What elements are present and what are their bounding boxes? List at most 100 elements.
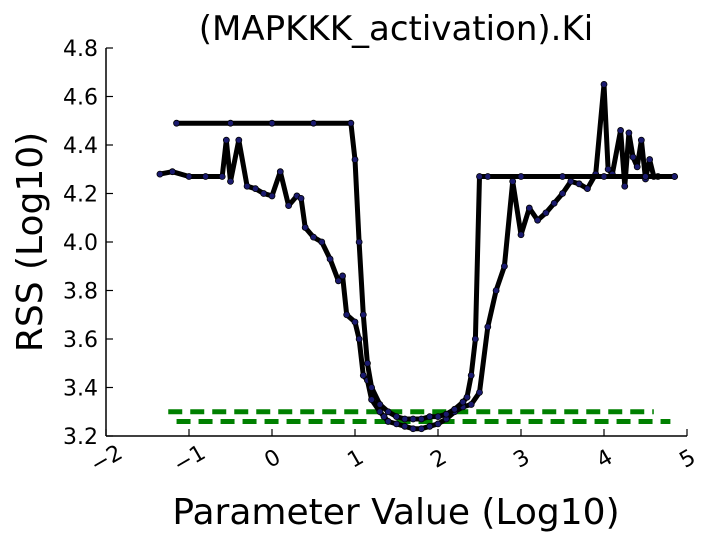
data-point (268, 192, 276, 200)
data-point (434, 413, 442, 421)
data-point (351, 156, 359, 163)
data-point (343, 311, 351, 319)
data-point (492, 287, 500, 294)
data-point (368, 396, 376, 404)
data-point (600, 173, 608, 180)
data-point (442, 410, 450, 418)
data-point (484, 173, 492, 180)
data-point (218, 173, 226, 180)
data-point (417, 415, 425, 423)
x-tick-label: 4 (592, 445, 617, 474)
y-tick-label: 4.2 (63, 183, 98, 208)
data-point (368, 384, 376, 391)
x-tick-label: 0 (260, 445, 285, 474)
data-point (268, 119, 276, 127)
data-point (355, 335, 363, 343)
data-point (359, 371, 367, 379)
data-point (185, 173, 193, 180)
data-point (351, 318, 359, 326)
data-point (347, 119, 355, 127)
data-point (467, 401, 475, 408)
y-tick-label: 3.6 (63, 328, 98, 353)
data-point (276, 168, 284, 176)
y-tick-label: 4.8 (63, 37, 98, 62)
data-point (334, 277, 342, 285)
y-tick-label: 4.4 (63, 134, 98, 159)
data-point (542, 209, 550, 217)
data-point (500, 262, 508, 270)
series-line-2 (174, 120, 677, 422)
data-point (227, 177, 234, 185)
x-axis-label: Parameter Value (Log10) (172, 492, 619, 533)
data-point (260, 190, 268, 197)
data-point (559, 190, 566, 197)
data-point (617, 127, 624, 134)
data-point (401, 422, 409, 430)
data-point (409, 425, 417, 433)
y-tick-label: 3.2 (63, 425, 98, 450)
data-point (426, 422, 434, 430)
data-point (463, 393, 471, 401)
data-point (567, 177, 575, 185)
data-point (476, 173, 483, 180)
x-tick-label: 3 (509, 445, 534, 474)
data-point (251, 185, 259, 193)
data-point (355, 238, 363, 246)
data-point (301, 224, 309, 231)
data-point (318, 238, 326, 246)
data-point (384, 418, 392, 425)
data-point (235, 136, 243, 144)
data-point (401, 415, 409, 423)
data-point (637, 136, 645, 144)
data-point (633, 163, 641, 171)
data-point (227, 119, 234, 127)
data-point (625, 129, 633, 137)
data-point (310, 119, 317, 127)
data-point (173, 119, 180, 127)
data-point (376, 401, 384, 408)
x-tick-label: 1 (343, 445, 368, 474)
data-point (621, 182, 629, 190)
data-point (451, 405, 459, 413)
data-point (534, 216, 541, 224)
data-point (222, 136, 230, 144)
data-point (471, 335, 479, 343)
data-point (484, 323, 492, 331)
x-tick-label: −1 (169, 440, 210, 478)
series-line-1 (157, 81, 677, 432)
data-point (376, 408, 384, 416)
data-point (671, 173, 678, 180)
data-point (393, 420, 400, 428)
data-point (642, 173, 649, 180)
data-point (646, 156, 654, 163)
data-point (243, 182, 251, 190)
data-point (285, 202, 293, 210)
data-point (584, 185, 591, 193)
data-point (476, 388, 483, 396)
data-point (339, 272, 346, 280)
data-point (550, 199, 558, 207)
data-point (600, 80, 608, 88)
data-point (409, 415, 417, 423)
data-point (525, 204, 533, 212)
plot-area (156, 80, 678, 433)
x-tick-label: 2 (426, 445, 451, 474)
chart-title: (MAPKKK_activation).Ki (199, 9, 593, 49)
y-tick-label: 4.0 (63, 231, 98, 256)
data-point (297, 194, 305, 202)
data-point (202, 173, 210, 180)
data-point (559, 173, 566, 180)
y-axis-label: RSS (Log10) (10, 132, 51, 352)
data-point (359, 311, 367, 319)
data-point (326, 255, 334, 263)
data-point (380, 413, 388, 421)
y-tick-label: 3.8 (63, 280, 98, 305)
data-point (509, 177, 517, 185)
data-point (575, 180, 583, 188)
data-point (393, 413, 400, 421)
data-point (517, 231, 525, 239)
data-point (629, 153, 637, 161)
data-point (426, 413, 434, 421)
data-point (168, 168, 176, 176)
